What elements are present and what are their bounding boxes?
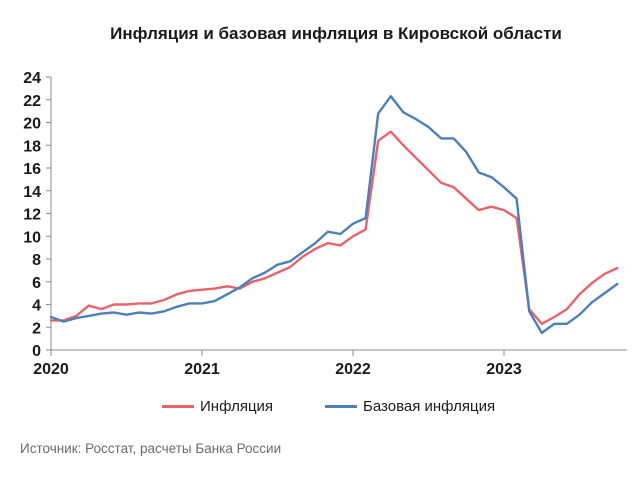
y-tick-label: 22 <box>23 93 41 110</box>
legend-swatch-core-inflation <box>325 405 357 408</box>
legend: Инфляция Базовая инфляция <box>0 398 640 422</box>
series-line-inflation <box>49 130 619 325</box>
y-tick-label: 10 <box>23 229 41 246</box>
legend-label-inflation: Инфляция <box>200 398 274 415</box>
source-note: Источник: Росстат, расчеты Банка России <box>20 441 282 456</box>
legend-item-core-inflation: Базовая инфляция <box>325 398 495 415</box>
x-tick-label: 2022 <box>335 361 371 378</box>
y-tick-label: 4 <box>32 298 41 315</box>
y-tick-label: 20 <box>23 116 41 133</box>
y-tick-label: 8 <box>32 252 41 269</box>
series-line-core-inflation <box>49 95 619 335</box>
legend-item-inflation: Инфляция <box>162 398 273 415</box>
legend-label-core-inflation: Базовая инфляция <box>363 398 496 415</box>
y-tick-label: 0 <box>32 343 41 360</box>
chart-title: Инфляция и базовая инфляция в Кировской … <box>110 24 562 43</box>
legend-swatch-inflation <box>162 405 194 408</box>
y-tick-label: 16 <box>23 161 41 178</box>
x-tick-label: 2023 <box>486 361 522 378</box>
y-tick-label: 24 <box>23 70 41 87</box>
y-tick-label: 2 <box>32 320 41 337</box>
x-tick-label: 2020 <box>33 361 69 378</box>
y-tick-label: 14 <box>23 184 41 201</box>
y-tick-label: 12 <box>23 207 41 224</box>
x-tick-label: 2021 <box>184 361 220 378</box>
y-tick-label: 18 <box>23 138 41 155</box>
y-tick-label: 6 <box>32 275 41 292</box>
